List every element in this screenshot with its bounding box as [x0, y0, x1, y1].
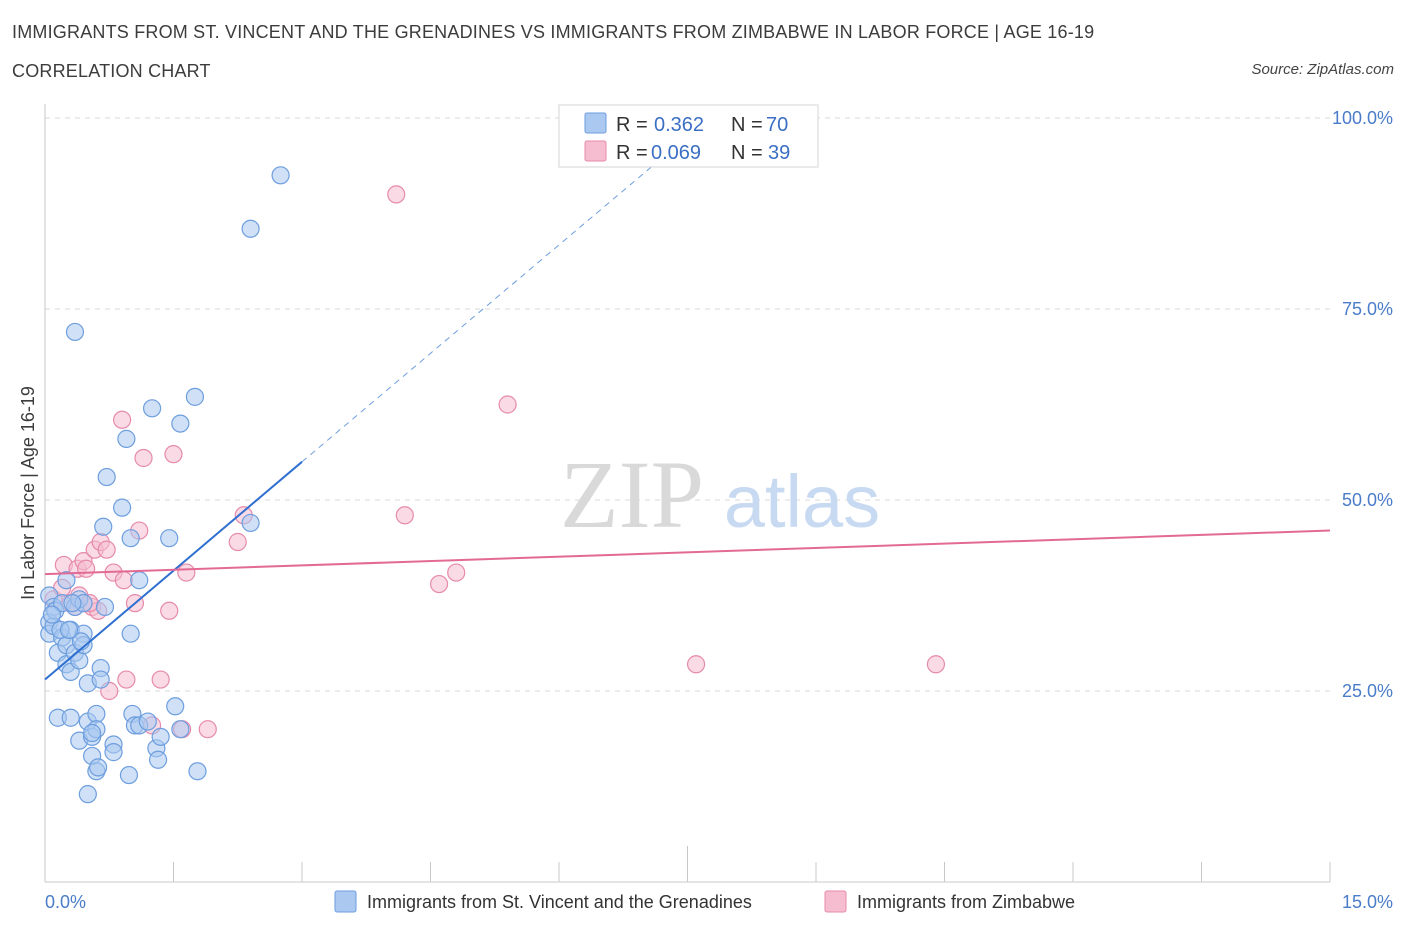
legend-r-label-blue: R = — [616, 114, 648, 136]
axes — [44, 104, 1331, 883]
blue-point-50 — [142, 399, 162, 418]
blue-point-17 — [65, 322, 85, 342]
y-tick-label-50: 50.0% — [1342, 490, 1393, 510]
pink-point-28 — [228, 532, 247, 552]
blue-point-49 — [138, 712, 157, 731]
x-tick-labels: 0.0% 15.0% — [45, 892, 1393, 912]
blue-point-35 — [91, 670, 110, 689]
blue-point-55 — [166, 697, 185, 716]
chart-title: IMMIGRANTS FROM ST. VINCENT AND THE GREN… — [12, 22, 1095, 42]
pink-point-30 — [387, 185, 406, 204]
blue-point-65 — [63, 594, 82, 613]
blue-point-44 — [121, 624, 140, 643]
trend-line-blue-extension — [301, 164, 654, 463]
chart-subtitle: CORRELATION CHART — [12, 61, 211, 81]
pink-point-7 — [77, 559, 96, 578]
y-tick-labels: 25.0% 50.0% 75.0% 100.0% — [1332, 108, 1393, 701]
pink-point-22 — [151, 670, 170, 689]
blue-point-62 — [271, 166, 290, 185]
pink-point-35 — [686, 655, 706, 674]
blue-point-33 — [89, 758, 108, 777]
blue-point-52 — [148, 750, 168, 769]
blue-point-58 — [185, 387, 205, 406]
blue-point-57 — [171, 720, 190, 739]
pink-point-16 — [114, 571, 133, 590]
legend-n-label-blue: N = — [731, 114, 763, 136]
chart-source: Source: ZipAtlas.com — [1251, 61, 1394, 78]
blue-point-61 — [241, 513, 260, 533]
trend-lines — [44, 164, 1331, 681]
y-tick-label-25: 25.0% — [1342, 681, 1393, 701]
blue-point-42 — [119, 765, 139, 785]
y-tick-label-75: 75.0% — [1342, 299, 1393, 319]
watermark: ZIP atlas — [560, 441, 880, 548]
blue-point-67 — [83, 723, 102, 743]
blue-point-36 — [94, 517, 113, 536]
series-legend-swatch-blue — [334, 890, 357, 913]
blue-point-39 — [104, 743, 123, 762]
pink-point-23 — [160, 601, 179, 620]
pink-point-36 — [926, 655, 946, 674]
blue-point-43 — [121, 529, 140, 548]
legend-n-label-pink: N = — [731, 142, 763, 164]
blue-point-56 — [171, 414, 190, 433]
blue-point-10 — [57, 571, 76, 590]
series-legend-label-pink: Immigrants from Zimbabwe — [857, 892, 1075, 912]
pink-point-15 — [112, 410, 132, 429]
blue-point-30 — [87, 704, 106, 724]
blue-point-53 — [151, 727, 170, 746]
trend-line-pink — [44, 529, 1331, 576]
blue-point-27 — [78, 785, 97, 804]
pink-point-12 — [97, 540, 116, 559]
series-st-vincent-points — [40, 166, 290, 804]
series-legend-label-blue: Immigrants from St. Vincent and the Gren… — [367, 892, 752, 912]
pink-point-31 — [395, 506, 414, 525]
legend-r-label-pink: R = — [616, 142, 648, 164]
legend-n-value-pink: 39 — [768, 142, 790, 164]
pink-point-27 — [198, 720, 217, 739]
blue-point-59 — [188, 762, 207, 781]
blue-point-41 — [117, 429, 136, 448]
watermark-atlas: atlas — [724, 460, 880, 543]
blue-point-48 — [130, 571, 149, 590]
stats-legend: R = 0.362 N = 70 R = 0.069 N = 39 — [558, 104, 819, 168]
pink-point-34 — [498, 395, 517, 414]
pink-point-33 — [447, 563, 466, 582]
pink-point-20 — [134, 448, 153, 468]
legend-swatch-pink — [584, 140, 607, 162]
pink-point-24 — [164, 445, 183, 464]
pink-point-32 — [429, 574, 449, 594]
series-legend: Immigrants from St. Vincent and the Gren… — [334, 890, 1075, 913]
gridlines — [45, 117, 1330, 692]
blue-point-37 — [97, 467, 116, 487]
x-tick-label-0: 0.0% — [45, 892, 86, 912]
blue-point-63 — [42, 605, 61, 624]
blue-point-60 — [241, 219, 260, 238]
blue-point-54 — [160, 529, 179, 548]
watermark-zip: ZIP — [560, 441, 704, 548]
legend-n-value-blue: 70 — [766, 114, 788, 136]
blue-point-69 — [59, 620, 79, 639]
blue-point-40 — [112, 498, 132, 517]
blue-point-68 — [95, 597, 115, 617]
legend-r-value-blue: 0.362 — [654, 114, 704, 136]
pink-point-17 — [117, 670, 136, 689]
series-legend-swatch-pink — [824, 890, 847, 913]
blue-point-14 — [61, 708, 80, 727]
y-tick-label-100: 100.0% — [1332, 108, 1393, 128]
legend-r-value-pink: 0.069 — [651, 142, 701, 164]
pink-point-26 — [177, 563, 196, 582]
x-tick-label-1: 15.0% — [1342, 892, 1393, 912]
y-axis-title: In Labor Force | Age 16-19 — [18, 386, 38, 600]
legend-swatch-blue — [584, 112, 607, 134]
